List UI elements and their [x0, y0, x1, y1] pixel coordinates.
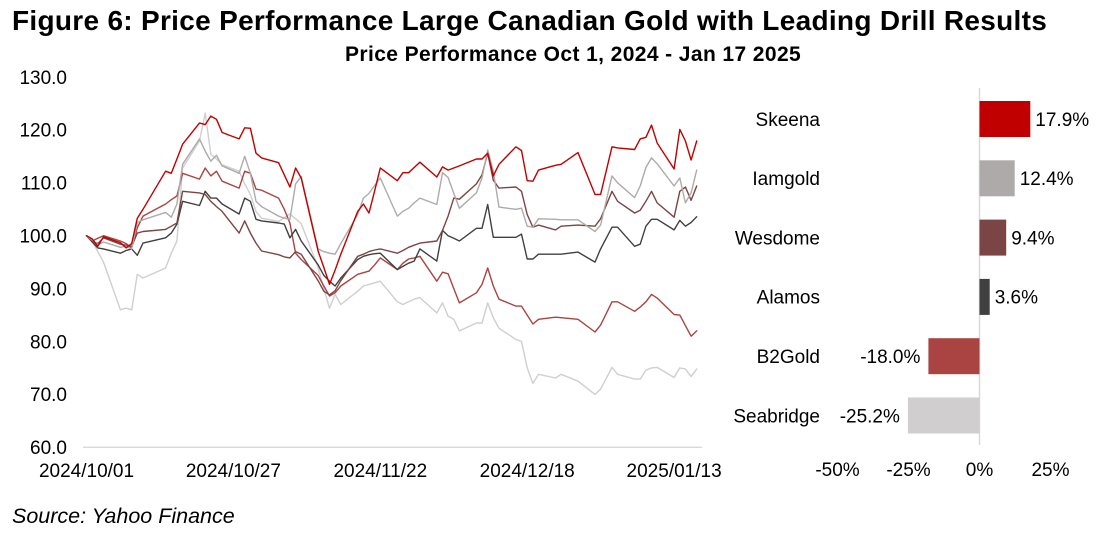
- y-tick-label: 110.0: [21, 174, 67, 195]
- figure-title: Figure 6: Price Performance Large Canadi…: [12, 5, 1048, 36]
- series-line-alamos: [85, 190, 698, 287]
- series-line-b2gold: [85, 167, 698, 337]
- bar-chart-bars: Skeena 17.9% Iamgold 12.4% Wesdome 9.4% Alamos…: [733, 101, 1089, 434]
- category-label: Alamos: [757, 288, 820, 309]
- bar-value-label: -18.0%: [860, 347, 920, 368]
- bar-b2gold: [928, 338, 980, 375]
- bar-wesdome: [979, 219, 1007, 256]
- x-tick-label: 2024/11/22: [333, 461, 427, 482]
- bar-x-tick-label: -50%: [815, 460, 859, 481]
- y-tick-label: 80.0: [30, 332, 67, 353]
- category-label: Skeena: [756, 110, 821, 131]
- series-line-seabridge: [85, 112, 698, 396]
- y-tick-label: 70.0: [30, 385, 67, 406]
- bar-skeena: [979, 101, 1031, 137]
- figure-charts: 130.0120.0110.0100.090.080.070.060.02024…: [19, 68, 1089, 482]
- series-line-skeena: [85, 115, 698, 286]
- category-label: B2Gold: [757, 347, 820, 368]
- bar-x-tick-label: 0%: [966, 460, 994, 481]
- series-line-wesdome: [85, 152, 698, 296]
- return-bar-chart: -50% -25% 0% 25% Skeena 17.9% Iamgold 12.4% Wes…: [733, 88, 1089, 481]
- chart-subtitle: Price Performance Oct 1, 2024 - Jan 17 2…: [345, 43, 802, 66]
- bar-seabridge: [907, 397, 980, 434]
- x-tick-label: 2024/12/18: [480, 461, 575, 482]
- y-tick-label: 60.0: [30, 438, 67, 459]
- category-label: Wesdome: [735, 228, 820, 249]
- bar-value-label: 3.6%: [995, 288, 1038, 309]
- y-tick-label: 100.0: [19, 227, 67, 248]
- bar-value-label: 17.9%: [1035, 110, 1089, 131]
- source-note: Source: Yahoo Finance: [12, 504, 235, 528]
- category-label: Seabridge: [733, 406, 820, 427]
- y-tick-label: 120.0: [19, 121, 67, 142]
- bar-value-label: 9.4%: [1011, 228, 1054, 249]
- x-tick-label: 2025/01/13: [627, 461, 722, 482]
- bar-iamgold: [979, 160, 1015, 197]
- bar-value-label: -25.2%: [840, 406, 900, 427]
- bar-alamos: [979, 278, 990, 315]
- series-line-iamgold: [85, 138, 698, 255]
- y-tick-label: 130.0: [19, 68, 67, 89]
- x-tick-label: 2024/10/01: [39, 461, 134, 482]
- bar-chart-axes: -50% -25% 0% 25%: [815, 88, 1070, 481]
- line-chart-axes: 130.0120.0110.0100.090.080.070.060.02024…: [19, 68, 721, 482]
- line-chart-series: [85, 112, 698, 396]
- y-tick-label: 90.0: [30, 279, 67, 300]
- bar-value-label: 12.4%: [1020, 169, 1074, 190]
- price-performance-line-chart: 130.0120.0110.0100.090.080.070.060.02024…: [19, 68, 721, 482]
- bar-x-tick-label: 25%: [1031, 460, 1069, 481]
- category-label: Iamgold: [752, 169, 820, 190]
- bar-x-tick-label: -25%: [886, 460, 930, 481]
- x-tick-label: 2024/10/27: [186, 461, 281, 482]
